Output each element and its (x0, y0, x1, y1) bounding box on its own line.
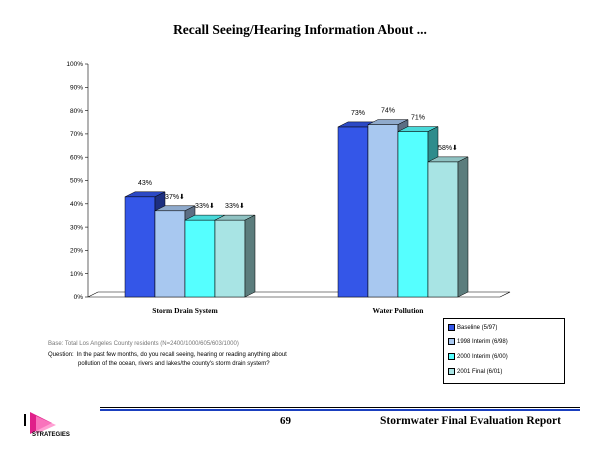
base-note: Base: Total Los Angeles County residents… (48, 341, 239, 347)
data-label: 71% (411, 115, 425, 122)
y-tick-label: 90% (70, 85, 83, 92)
y-tick-label: 10% (70, 271, 83, 278)
y-tick-label: 20% (70, 248, 83, 255)
legend-swatch (448, 368, 455, 375)
data-label: 43% (138, 180, 152, 187)
y-tick-label: 60% (70, 154, 83, 161)
bar-side (244, 214, 256, 298)
data-label: 58%⬇ (438, 144, 458, 152)
bar (124, 196, 156, 298)
legend-swatch (448, 353, 455, 360)
data-label: 37%⬇ (165, 193, 185, 201)
bar (154, 210, 186, 298)
data-label: 33%⬇ (195, 202, 215, 210)
footer-divider (100, 407, 580, 408)
category-label: Storm Drain System (152, 306, 218, 315)
y-tick-label: 80% (70, 108, 83, 115)
data-label: 33%⬇ (225, 202, 245, 210)
report-title: Stormwater Final Evaluation Report (380, 415, 561, 427)
bar (397, 131, 429, 298)
y-tick-label: 70% (70, 131, 83, 138)
chart-title: Recall Seeing/Hearing Information About … (173, 22, 427, 37)
footer-divider-accent (100, 409, 580, 411)
question-note: Question: In the past few months, do you … (48, 351, 428, 369)
legend-label: Baseline (5/97) (457, 325, 498, 332)
y-tick-label: 50% (70, 178, 83, 185)
page-number: 69 (280, 415, 291, 427)
chart-legend: Baseline (5/97) 1998 Interim (6/98) 2000… (443, 318, 565, 384)
bar (367, 124, 399, 298)
category-label: Water Pollution (373, 306, 425, 315)
legend-label: 2000 Interim (6/00) (457, 354, 508, 361)
legend-item: 2001 Final (6/01) (448, 368, 502, 376)
legend-label: 1998 Interim (6/98) (457, 339, 508, 346)
legend-item: Baseline (5/97) (448, 324, 497, 332)
y-tick-label: 40% (70, 201, 83, 208)
bar (337, 126, 369, 298)
data-label: 74% (381, 108, 395, 115)
bar (214, 219, 246, 298)
legend-item: 1998 Interim (6/98) (448, 338, 508, 346)
legend-label: 2001 Final (6/01) (457, 369, 503, 376)
question-text-line1: In the past few months, do you recall se… (76, 352, 287, 358)
y-tick-label: 30% (70, 224, 83, 231)
legend-swatch (448, 324, 455, 331)
logo-text: STRATEGIES (32, 432, 70, 438)
question-label: Question: (48, 352, 74, 358)
y-tick-label: 100% (66, 61, 83, 68)
legend-swatch (448, 338, 455, 345)
data-label: 73% (351, 110, 365, 117)
bar (184, 219, 216, 298)
question-text-line2: pollution of the ocean, rivers and lakes… (78, 361, 270, 367)
y-tick-label: 0% (74, 294, 84, 301)
bar (427, 161, 459, 298)
legend-item: 2000 Interim (6/00) (448, 353, 508, 361)
bar-side (457, 156, 469, 298)
strategies-logo: STRATEGIES (24, 412, 70, 438)
